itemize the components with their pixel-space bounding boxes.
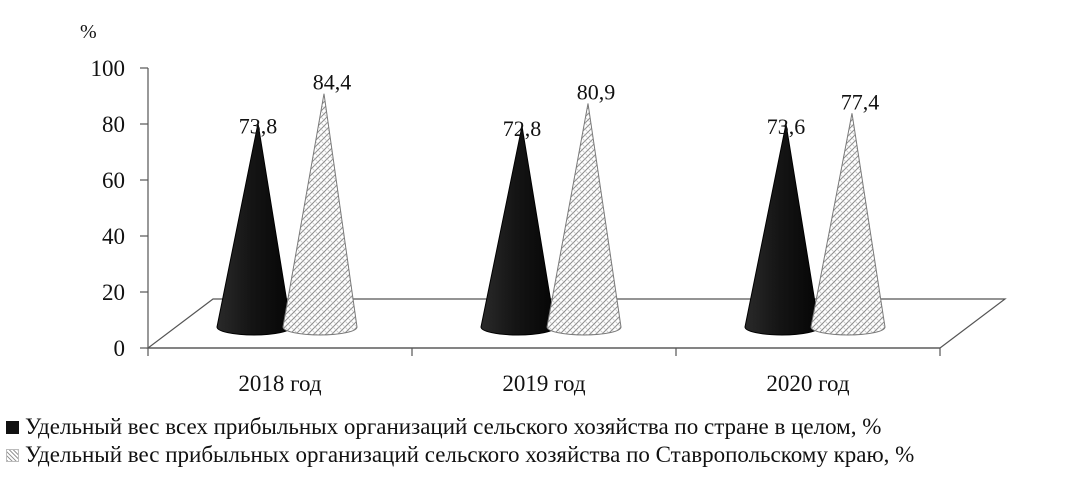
y-axis-ticks: 0 20 40 60 80 100 <box>91 56 148 361</box>
y-tick-label: 40 <box>102 224 125 249</box>
legend-swatch-black <box>6 420 19 434</box>
x-tick-label: 2019 год <box>502 371 585 396</box>
y-unit-label: % <box>80 21 97 43</box>
y-tick-label: 80 <box>102 112 125 137</box>
legend-item-country: Удельный вес всех прибыльных организаций… <box>6 413 1076 441</box>
cone-country-1 <box>480 126 556 336</box>
y-tick-label: 0 <box>114 336 126 361</box>
cone-stavropol-1 <box>546 103 622 336</box>
y-tick-label: 20 <box>102 280 125 305</box>
value-labels: 73,8 72,8 73,6 84,4 80,9 77,4 <box>239 70 880 141</box>
legend-label-stavropol: Удельный вес прибыльных организаций сель… <box>25 442 915 467</box>
data-label: 72,8 <box>503 116 542 141</box>
legend-item-stavropol: Удельный вес прибыльных организаций сель… <box>6 441 1076 469</box>
x-axis-ticks: 2018 год 2019 год 2020 год <box>147 348 941 396</box>
y-tick-label: 100 <box>91 56 126 81</box>
legend-label-country: Удельный вес всех прибыльных организаций… <box>25 414 882 439</box>
cone-stavropol-2 <box>810 113 886 336</box>
data-label: 73,8 <box>239 113 278 138</box>
data-label: 77,4 <box>841 89 880 114</box>
legend: Удельный вес всех прибыльных организаций… <box>6 413 1076 469</box>
cone-stavropol-0 <box>282 93 358 336</box>
cone-series <box>216 93 886 336</box>
y-tick-label: 60 <box>102 168 125 193</box>
data-label: 80,9 <box>577 79 616 104</box>
legend-swatch-hatched <box>6 448 19 462</box>
x-tick-label: 2018 год <box>238 371 321 396</box>
cone-country-2 <box>744 123 820 336</box>
data-label: 84,4 <box>313 70 352 95</box>
data-label: 73,6 <box>767 114 806 139</box>
x-tick-label: 2020 год <box>766 371 849 396</box>
cone-country-0 <box>216 123 292 336</box>
